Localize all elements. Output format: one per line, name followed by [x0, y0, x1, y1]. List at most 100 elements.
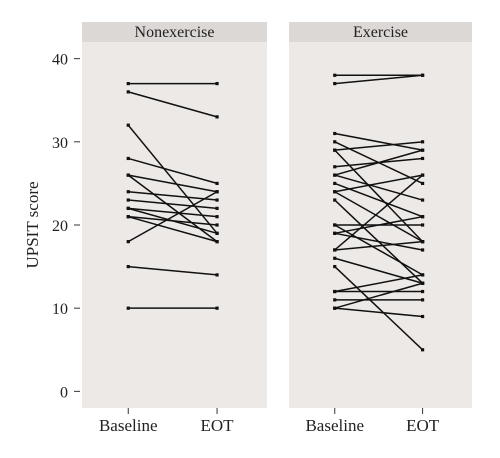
series-line [334, 149, 423, 176]
data-point [215, 206, 219, 210]
panel-title: Exercise [353, 24, 408, 41]
data-point [333, 256, 337, 260]
data-point [215, 115, 219, 119]
data-point [215, 231, 219, 235]
data-point [126, 215, 130, 219]
series-line [334, 240, 423, 251]
data-point [420, 198, 425, 202]
data-point [215, 190, 219, 194]
data-point [420, 181, 425, 186]
data-point [420, 223, 425, 227]
y-tick-label: 30 [52, 135, 68, 152]
data-point [126, 240, 130, 244]
y-tick-label: 0 [60, 384, 68, 401]
y-tick-label: 40 [52, 52, 68, 69]
data-point [126, 173, 130, 177]
series-line [334, 174, 423, 201]
x-tick-label: Baseline [99, 416, 158, 435]
data-point [333, 140, 337, 144]
data-point [126, 306, 130, 310]
data-point [333, 131, 337, 136]
series-line [128, 157, 218, 185]
series-line [128, 174, 218, 193]
data-point [420, 73, 425, 77]
series-line [334, 174, 423, 193]
series-line [334, 224, 423, 276]
data-point [333, 289, 337, 294]
y-tick-label: 10 [52, 301, 68, 318]
series-line [128, 207, 218, 218]
data-point [420, 289, 425, 294]
data-point [333, 223, 337, 227]
data-point [420, 314, 425, 319]
data-point [126, 156, 130, 161]
data-point [215, 223, 219, 227]
series-line [334, 191, 423, 243]
data-point [420, 281, 425, 285]
series-line [128, 215, 218, 226]
data-point [126, 264, 130, 269]
data-point [126, 190, 130, 194]
y-axis-label: UPSIT score [23, 181, 42, 268]
series-line [128, 215, 218, 243]
series-line [128, 265, 218, 276]
data-point [420, 273, 425, 277]
x-tick-label: EOT [406, 416, 440, 435]
data-point [420, 148, 425, 152]
series-line [128, 199, 218, 210]
series-line [334, 274, 423, 293]
series-line [128, 91, 218, 118]
series-line [127, 174, 218, 243]
panel-strip [82, 22, 267, 42]
x-tick-label: EOT [201, 416, 235, 435]
series-line [334, 215, 423, 235]
data-point [333, 165, 337, 169]
data-point [333, 190, 337, 194]
data-point [420, 140, 425, 144]
data-point [215, 306, 219, 310]
data-point [126, 206, 130, 210]
data-point [333, 264, 337, 269]
panel-background [82, 42, 267, 408]
data-point [126, 198, 130, 202]
series-line [334, 74, 423, 85]
data-point [333, 181, 337, 186]
data-point [215, 81, 219, 86]
data-point [420, 215, 425, 219]
data-point [420, 348, 425, 352]
data-point [333, 73, 337, 77]
series-line [334, 232, 423, 251]
data-point [126, 81, 130, 86]
series-line [334, 141, 423, 151]
data-point [215, 181, 219, 186]
data-point [420, 240, 425, 244]
data-point [420, 298, 425, 302]
data-point [215, 215, 219, 219]
data-point [333, 173, 337, 177]
data-point [333, 298, 337, 302]
series-line [128, 190, 218, 201]
data-point [215, 273, 219, 277]
series-line [127, 191, 218, 243]
series-line [334, 307, 423, 318]
series-line [334, 132, 423, 151]
x-tick-label: Baseline [305, 416, 364, 435]
data-point [333, 231, 337, 235]
data-point [420, 248, 425, 252]
y-tick-label: 20 [52, 218, 68, 235]
data-point [215, 198, 219, 202]
panel-title: Nonexercise [135, 24, 215, 41]
data-point [333, 81, 337, 86]
data-point [333, 306, 337, 310]
series-line [334, 174, 424, 251]
data-point [126, 123, 130, 127]
series-line [334, 257, 423, 284]
data-point [420, 173, 425, 177]
data-point [333, 198, 337, 202]
series-line [334, 266, 424, 351]
data-point [126, 90, 130, 94]
series-line [334, 282, 423, 309]
data-point [333, 148, 337, 152]
